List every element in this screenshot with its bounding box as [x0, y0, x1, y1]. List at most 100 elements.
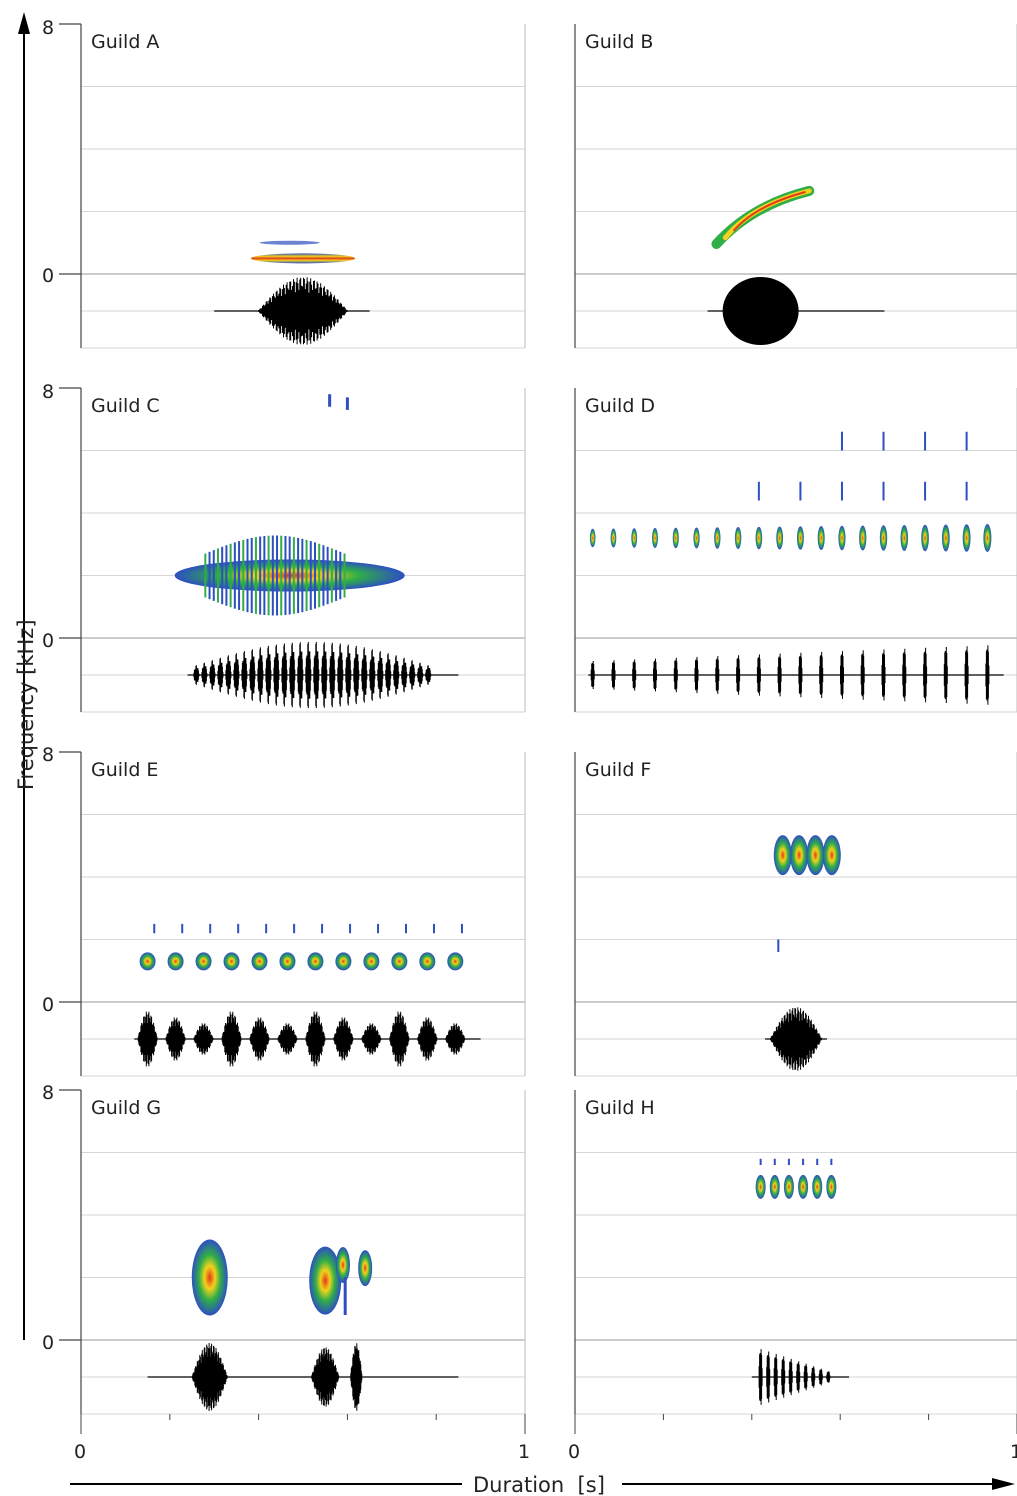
panel-guild-g: Guild G [59, 1089, 526, 1434]
waveform-burst [329, 642, 336, 708]
waveform-burst [425, 665, 432, 685]
spectrogram-note [817, 526, 825, 550]
waveform-burst [305, 641, 312, 709]
spectrogram-blob [822, 835, 841, 876]
waveform-burst [369, 649, 376, 701]
waveform-burst [773, 1354, 778, 1400]
spectrogram-note [983, 524, 992, 552]
x-tick-labels: 0 1 0 1 [74, 1441, 1017, 1463]
spectrogram-streak [246, 538, 249, 613]
spectrogram-blob [251, 952, 268, 971]
waveform-burst [193, 665, 200, 685]
waveform-burst [297, 642, 304, 708]
spectrogram-note [776, 526, 784, 550]
spectrogram-note [631, 528, 638, 548]
waveform-burst [281, 643, 288, 707]
spectrogram-streak [349, 923, 352, 934]
spectrogram-streak [267, 535, 270, 616]
waveform-burst [289, 642, 296, 708]
waveform-burst [417, 662, 424, 688]
spectrogram-streak [816, 1158, 819, 1165]
spectrogram-streak [301, 538, 304, 613]
waveform-burst [313, 641, 320, 709]
spectrogram-streak [924, 431, 927, 451]
spectrogram-streak [335, 550, 338, 601]
spectrogram-blob [309, 1246, 342, 1315]
panel-guild-e: Guild E [59, 751, 526, 1077]
waveform-burst [345, 644, 352, 706]
spectrogram-blob [191, 1239, 228, 1316]
spectrogram-blob [363, 952, 380, 971]
spectrogram-note [589, 528, 596, 548]
spectrogram-streak [405, 923, 408, 934]
tick-label-0-row3: 0 [42, 994, 54, 1016]
spectrogram-streak [773, 1158, 776, 1165]
spectrogram-note [693, 527, 700, 549]
waveform-burst [826, 1371, 831, 1383]
spectrogram-streak [276, 535, 279, 616]
panel-label-guild-b: Guild B [585, 31, 653, 53]
spectrogram-streak [305, 539, 308, 612]
spectrogram-note [941, 524, 950, 552]
spectrogram-note [838, 525, 846, 551]
spectrogram-streak [377, 923, 380, 934]
waveform-burst [409, 660, 416, 690]
spectrogram-streak [284, 536, 287, 615]
panel-label-guild-c: Guild C [91, 395, 160, 417]
spectrogram-streak [787, 1158, 790, 1165]
spectrogram-streak [830, 1158, 833, 1165]
spectrogram-streak [326, 546, 329, 605]
tick-label-0-row4: 0 [42, 1332, 54, 1354]
spectrogram-blob [391, 952, 408, 971]
waveform-burst [788, 1358, 793, 1396]
spectrogram-blob [826, 1174, 837, 1199]
spectrogram-streak [229, 543, 232, 608]
waveform-burst [803, 1363, 808, 1391]
waveform-burst [225, 655, 232, 695]
waveform-burst [321, 642, 328, 708]
spectrogram-sweep-peak [733, 191, 806, 232]
tick-label-8-row3: 8 [42, 744, 54, 766]
y-axis: Frequency [kHz] [14, 12, 38, 1340]
spectrogram-note [859, 525, 867, 551]
waveform-burst [361, 647, 368, 703]
spectrogram-harmonic [259, 240, 320, 245]
waveform-burst [781, 1356, 786, 1398]
spectrogram-blob [335, 952, 352, 971]
spectrogram-band [251, 253, 355, 264]
spectrogram-streak [313, 542, 316, 609]
spectrogram-blob [790, 835, 809, 876]
spectrogram-blob [279, 952, 296, 971]
spectrogram-streak [322, 545, 325, 606]
waveform-burst [201, 662, 208, 688]
waveform-envelope [722, 277, 799, 345]
spectrogram-blob [139, 952, 156, 971]
waveform-burst [233, 653, 240, 697]
waveform-burst [770, 1007, 822, 1071]
spectrogram-blob [806, 835, 825, 876]
spectrogram-streak [840, 481, 843, 501]
spectrogram-blob [773, 835, 792, 876]
waveform-burst [273, 644, 280, 706]
tick-label-time-1-right: 1 [1010, 1441, 1017, 1463]
spectrogram-streak [271, 535, 274, 616]
spectrogram-streak [242, 539, 245, 612]
panel-guild-c: Guild C [59, 387, 526, 713]
spectrogram-streak [802, 1158, 805, 1165]
spectrogram-blob [812, 1174, 823, 1199]
spectrogram-blob [769, 1174, 780, 1199]
waveform-burst [311, 1347, 340, 1407]
spectrogram-blob [419, 952, 436, 971]
spectrogram-streak [208, 551, 211, 600]
spectrogram-note [652, 528, 658, 548]
spectrogram-streak [432, 923, 435, 934]
spectrogram-blob [755, 1174, 766, 1199]
tick-label-time-0-left: 0 [74, 1441, 86, 1463]
spectrogram-blob [307, 952, 324, 971]
tick-label-time-0-right: 0 [568, 1441, 580, 1463]
spectrogram-streak [209, 923, 212, 934]
tick-label-8-row4: 8 [42, 1082, 54, 1104]
spectrogram-blob [447, 952, 464, 971]
spectrogram-note [900, 525, 909, 551]
